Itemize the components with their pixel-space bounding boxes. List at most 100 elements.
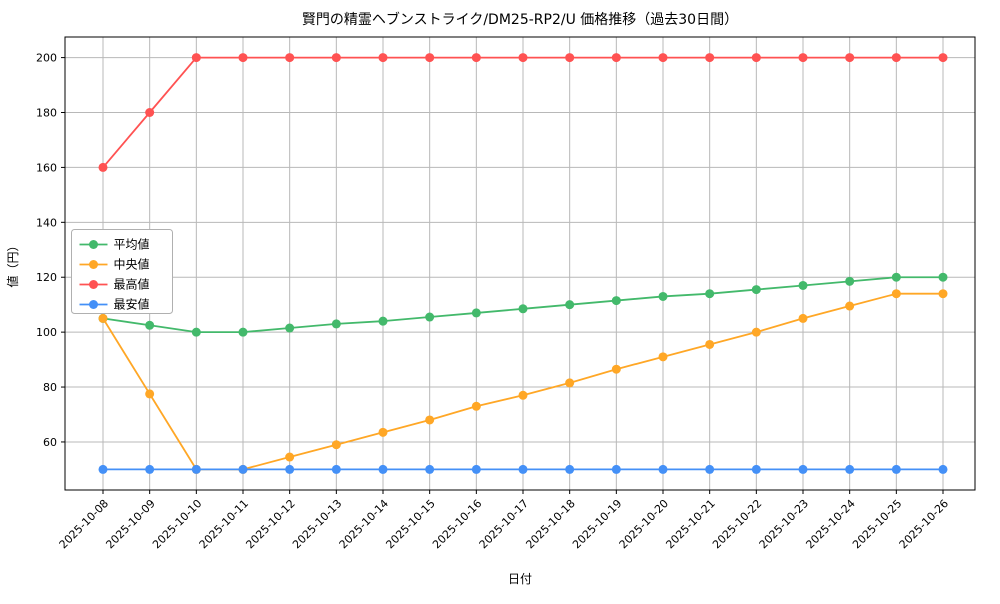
- data-point: [191, 327, 201, 337]
- data-point: [378, 427, 388, 437]
- legend-label: 中央値: [114, 257, 150, 272]
- data-point: [845, 276, 855, 286]
- data-point: [331, 464, 341, 474]
- data-point: [751, 464, 761, 474]
- data-point: [705, 464, 715, 474]
- data-point: [145, 389, 155, 399]
- data-point: [471, 308, 481, 318]
- data-point: [471, 401, 481, 411]
- data-point: [471, 53, 481, 63]
- y-tick-label: 80: [43, 381, 57, 394]
- legend-item-average: 平均値: [79, 237, 150, 252]
- data-point: [938, 53, 948, 63]
- series-highest: [98, 53, 948, 172]
- data-point: [191, 464, 201, 474]
- x-axis-label: 日付: [508, 572, 532, 586]
- data-point: [98, 313, 108, 323]
- y-tick-label: 120: [36, 271, 57, 284]
- data-point: [798, 53, 808, 63]
- legend-label: 最安値: [114, 297, 150, 312]
- y-tick-label: 60: [43, 436, 57, 449]
- data-point: [891, 53, 901, 63]
- legend-item-lowest: 最安値: [79, 297, 150, 312]
- y-tick-label: 200: [36, 52, 57, 65]
- legend-marker: [89, 280, 98, 289]
- y-axis-label: 値（円）: [5, 239, 20, 287]
- data-point: [331, 319, 341, 329]
- data-point: [425, 464, 435, 474]
- data-point: [891, 464, 901, 474]
- data-point: [425, 415, 435, 425]
- y-tick-labels: 60 80 100 120 140 160 180 200: [36, 52, 57, 449]
- data-point: [798, 280, 808, 290]
- data-point: [938, 464, 948, 474]
- data-point: [285, 452, 295, 462]
- data-point: [145, 320, 155, 330]
- data-point: [611, 464, 621, 474]
- data-point: [378, 53, 388, 63]
- data-point: [891, 289, 901, 299]
- data-point: [238, 464, 248, 474]
- legend-marker: [89, 300, 98, 309]
- data-point: [798, 464, 808, 474]
- data-point: [705, 339, 715, 349]
- data-point: [378, 464, 388, 474]
- data-point: [518, 53, 528, 63]
- data-point: [518, 304, 528, 314]
- data-point: [798, 313, 808, 323]
- data-point: [658, 464, 668, 474]
- data-point: [891, 272, 901, 282]
- y-tick-label: 140: [36, 216, 57, 229]
- axes-background: [65, 37, 975, 490]
- y-tick-label: 100: [36, 326, 57, 339]
- legend-item-highest: 最高値: [79, 277, 150, 292]
- chart-title: 賢門の精霊ヘブンストライク/DM25-RP2/U 価格推移（過去30日間）: [302, 11, 738, 28]
- data-point: [98, 162, 108, 172]
- data-point: [518, 390, 528, 400]
- data-point: [331, 440, 341, 450]
- data-point: [285, 464, 295, 474]
- series-average: [98, 272, 948, 337]
- data-point: [938, 289, 948, 299]
- data-point: [751, 327, 761, 337]
- data-point: [518, 464, 528, 474]
- data-point: [611, 296, 621, 306]
- data-point: [98, 464, 108, 474]
- data-point: [238, 327, 248, 337]
- gridlines: [65, 37, 975, 490]
- data-point: [565, 53, 575, 63]
- data-point: [471, 464, 481, 474]
- data-point: [611, 53, 621, 63]
- y-tick-label: 180: [36, 107, 57, 120]
- y-tick-label: 160: [36, 161, 57, 174]
- data-point: [565, 378, 575, 388]
- legend-label: 平均値: [114, 237, 150, 252]
- data-point: [285, 323, 295, 333]
- data-point: [331, 53, 341, 63]
- data-point: [565, 300, 575, 310]
- data-point: [191, 53, 201, 63]
- series-lowest: [98, 464, 948, 474]
- data-point: [751, 53, 761, 63]
- tick-marks: [61, 57, 944, 494]
- data-point: [938, 272, 948, 282]
- data-point: [425, 312, 435, 322]
- data-point: [238, 53, 248, 63]
- legend-item-median: 中央値: [79, 257, 150, 272]
- data-point: [658, 53, 668, 63]
- data-point: [145, 108, 155, 117]
- legend-label: 最高値: [114, 277, 150, 292]
- data-point: [705, 53, 715, 63]
- data-point: [845, 464, 855, 474]
- axes-frame: [64, 36, 976, 491]
- data-point: [751, 285, 761, 295]
- data-point: [845, 301, 855, 311]
- data-point: [611, 364, 621, 374]
- data-point: [378, 316, 388, 326]
- data-point: [425, 53, 435, 63]
- data-point: [658, 291, 668, 301]
- legend-marker: [89, 260, 98, 269]
- data-point: [705, 289, 715, 299]
